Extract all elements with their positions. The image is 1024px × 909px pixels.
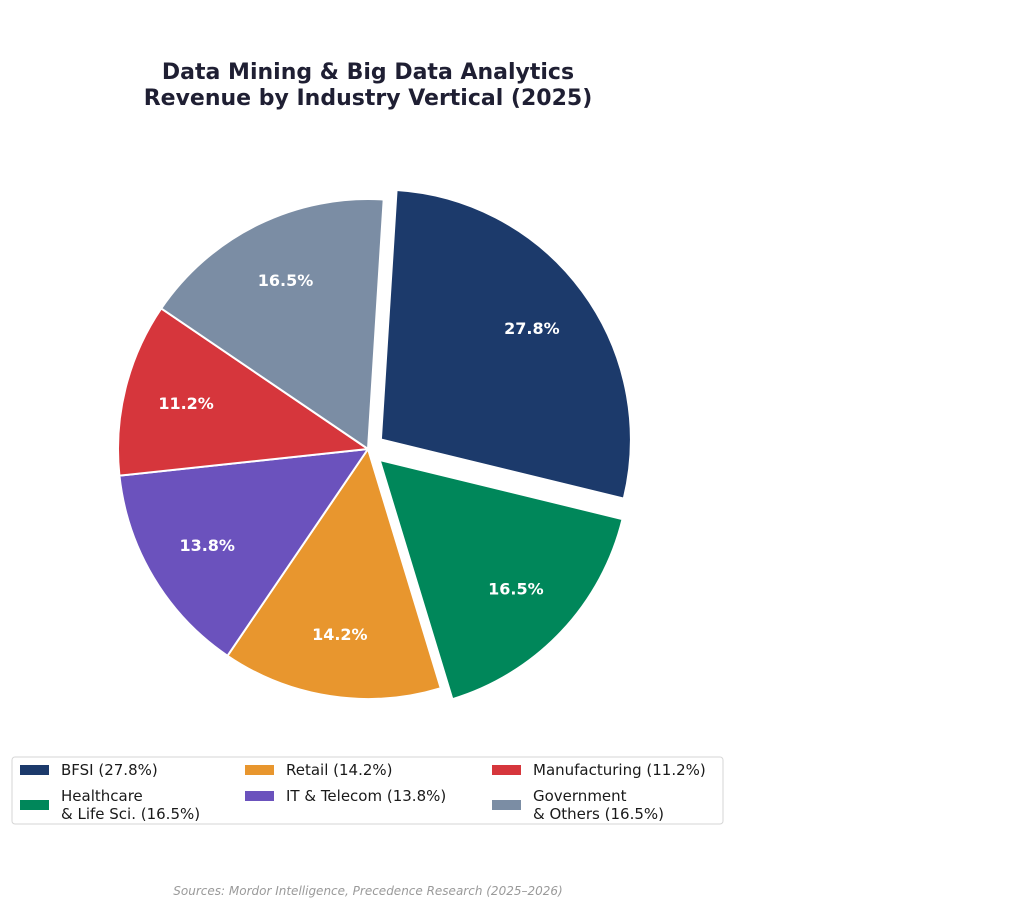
legend-item-manufacturing: Manufacturing (11.2%) xyxy=(492,761,706,779)
legend-swatch-retail xyxy=(245,765,274,775)
pie-slice-bfsi xyxy=(379,189,632,500)
legend-swatch-healthcare xyxy=(20,800,49,810)
slice-label-healthcare: 16.5% xyxy=(488,579,544,598)
pie-slice-manufacturing xyxy=(117,307,369,477)
legend-label-line: BFSI (27.8%) xyxy=(61,761,158,779)
legend-item-government: Government & Others (16.5%) xyxy=(492,787,664,823)
legend-frame xyxy=(11,756,724,825)
legend-label-line: & Others (16.5%) xyxy=(533,805,664,823)
legend-label-government: Government & Others (16.5%) xyxy=(533,787,664,823)
legend-label-line: IT & Telecom (13.8%) xyxy=(286,787,446,805)
legend-label-retail: Retail (14.2%) xyxy=(286,761,393,779)
pie-slice-retail xyxy=(226,448,442,700)
pie-slice-healthcare xyxy=(378,458,624,701)
legend-label-line: Manufacturing (11.2%) xyxy=(533,761,706,779)
chart-title-line-2: Revenue by Industry Vertical (2025) xyxy=(144,86,593,111)
legend-label-it-telecom: IT & Telecom (13.8%) xyxy=(286,787,446,805)
legend-item-bfsi: BFSI (27.8%) xyxy=(20,761,158,779)
legend: BFSI (27.8%) Healthcare & Life Sci. (16.5%… xyxy=(11,756,724,825)
slice-label-manufacturing: 11.2% xyxy=(158,394,214,413)
legend-label-line: Retail (14.2%) xyxy=(286,761,393,779)
pie-slices xyxy=(117,189,632,701)
legend-item-healthcare: Healthcare & Life Sci. (16.5%) xyxy=(20,787,200,823)
slice-label-it-telecom: 13.8% xyxy=(179,536,235,555)
chart-title-line-1: Data Mining & Big Data Analytics xyxy=(162,60,574,85)
source-note: Sources: Mordor Intelligence, Precedence… xyxy=(173,884,562,898)
slice-label-bfsi: 27.8% xyxy=(504,319,560,338)
legend-label-healthcare: Healthcare & Life Sci. (16.5%) xyxy=(61,787,200,823)
legend-item-it-telecom: IT & Telecom (13.8%) xyxy=(245,787,446,805)
pie-slice-government xyxy=(160,198,385,450)
pie-slice-labels: 27.8% 16.5% 14.2% 13.8% 11.2% 16.5% xyxy=(158,271,559,644)
legend-items: BFSI (27.8%) Healthcare & Life Sci. (16.5%… xyxy=(20,761,706,823)
legend-label-manufacturing: Manufacturing (11.2%) xyxy=(533,761,706,779)
legend-label-line: & Life Sci. (16.5%) xyxy=(61,805,200,823)
legend-label-line: Government xyxy=(533,787,627,805)
legend-swatch-government xyxy=(492,800,521,810)
legend-swatch-manufacturing xyxy=(492,765,521,775)
legend-item-retail: Retail (14.2%) xyxy=(245,761,393,779)
legend-swatch-it-telecom xyxy=(245,791,274,801)
slice-label-retail: 14.2% xyxy=(312,625,368,644)
legend-label-line: Healthcare xyxy=(61,787,143,805)
pie-slice-it-telecom xyxy=(118,448,369,657)
legend-swatch-bfsi xyxy=(20,765,49,775)
slice-label-government: 16.5% xyxy=(258,271,314,290)
legend-label-bfsi: BFSI (27.8%) xyxy=(61,761,158,779)
